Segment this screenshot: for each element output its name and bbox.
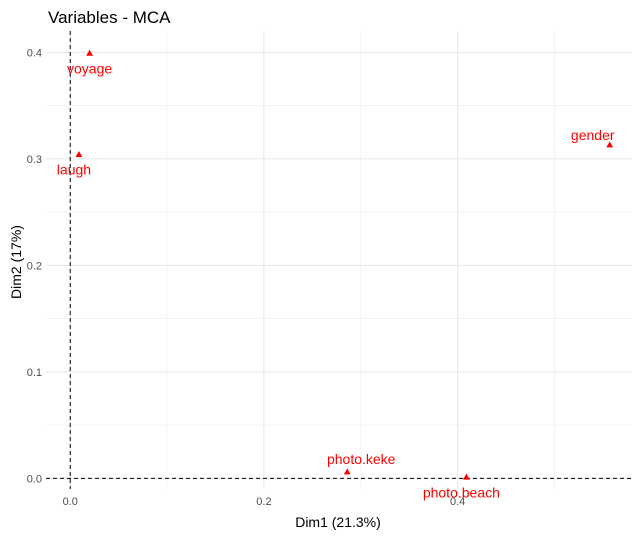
y-tick-label: 0.0 [27, 473, 42, 485]
data-point-label: gender [571, 127, 615, 143]
data-point-marker [75, 150, 83, 157]
y-tick-label: 0.1 [27, 367, 42, 379]
data-point-marker [343, 468, 351, 475]
y-axis-title: Dim2 (17%) [8, 225, 24, 299]
y-tick-label: 0.3 [27, 154, 42, 166]
data-point-label: photo.beach [423, 484, 500, 500]
data-point-label: photo.keke [327, 451, 396, 467]
data-point-marker [606, 141, 614, 148]
chart-title: Variables - MCA [48, 8, 171, 27]
y-tick-label: 0.4 [27, 47, 42, 59]
x-tick-label: 0.0 [63, 496, 78, 508]
x-tick-label: 0.2 [256, 496, 271, 508]
data-point-label: voyage [67, 60, 112, 76]
data-point-label: laugh [57, 162, 91, 178]
x-axis-title: Dim1 (21.3%) [295, 514, 381, 530]
y-tick-label: 0.2 [27, 260, 42, 272]
plot-panel: 0.0 0.2 0.4 0.0 0.1 0.2 0.3 0.4 voyage laugh gende… [27, 31, 632, 508]
data-point-marker [462, 473, 470, 480]
x-tick-label: 0.4 [450, 496, 465, 508]
data-point-marker [86, 49, 93, 56]
